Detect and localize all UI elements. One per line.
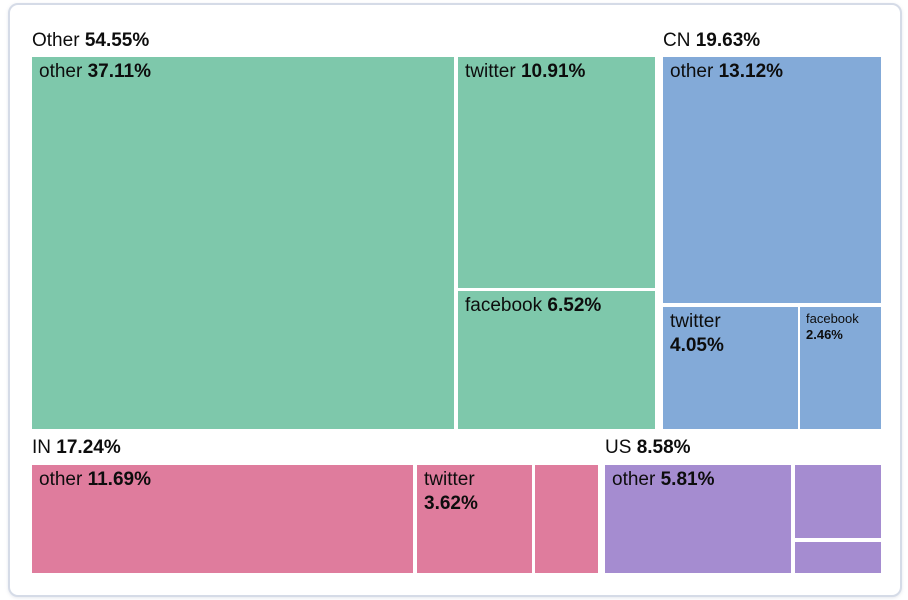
- cell-name: other: [612, 469, 656, 490]
- cell-percentage: 5.81%: [660, 469, 715, 490]
- cell-name: other: [670, 61, 714, 82]
- group-name: IN: [32, 437, 51, 458]
- treemap-cell-cn-facebook[interactable]: facebook 2.46%: [800, 307, 881, 429]
- treemap-cell-us-unlabeled-2[interactable]: [795, 542, 881, 573]
- group-percentage: 54.55%: [84, 30, 150, 51]
- group-percentage: 19.63%: [695, 30, 761, 51]
- group-name: US: [605, 437, 632, 458]
- cell-name: twitter: [465, 61, 516, 82]
- treemap-cell-cn-other[interactable]: other 13.12%: [663, 57, 881, 303]
- cell-percentage: 37.11%: [87, 61, 151, 82]
- cell-percentage: 13.12%: [718, 61, 784, 82]
- treemap-cell-in-twitter[interactable]: twitter 3.62%: [417, 465, 532, 573]
- cell-percentage: 2.46%: [806, 327, 843, 342]
- treemap-cell-in-unlabeled-2[interactable]: [535, 465, 598, 573]
- cell-name: twitter: [424, 469, 475, 490]
- group-label-us: US 8.58%: [605, 437, 691, 458]
- treemap-cell-cn-twitter[interactable]: twitter 4.05%: [663, 307, 798, 429]
- group-percentage: 8.58%: [636, 437, 691, 458]
- cell-name: facebook: [465, 295, 543, 316]
- cell-percentage: 3.62%: [424, 493, 478, 514]
- cell-percentage: 11.69%: [87, 469, 151, 490]
- group-label-cn: CN 19.63%: [663, 30, 760, 51]
- cell-name: other: [39, 469, 83, 490]
- cell-percentage: 4.05%: [670, 335, 724, 356]
- cell-percentage: 10.91%: [520, 61, 586, 82]
- treemap-cell-us-unlabeled-1[interactable]: [795, 465, 881, 538]
- treemap-cell-other-twitter[interactable]: twitter 10.91%: [458, 57, 655, 288]
- cell-name: twitter: [670, 311, 721, 332]
- treemap-cell-other-facebook[interactable]: facebook 6.52%: [458, 291, 655, 429]
- treemap-cell-other-other[interactable]: other 37.11%: [32, 57, 454, 429]
- treemap-cell-in-other[interactable]: other 11.69%: [32, 465, 413, 573]
- treemap-cell-us-other[interactable]: other 5.81%: [605, 465, 791, 573]
- group-percentage: 17.24%: [56, 437, 121, 458]
- treemap-chart: Other 54.55% other 37.11% twitter 10.91% fa…: [32, 30, 881, 573]
- group-label-in: IN 17.24%: [32, 437, 121, 458]
- group-name: CN: [663, 30, 691, 51]
- group-name: Other: [32, 30, 80, 51]
- cell-name: facebook: [806, 311, 859, 326]
- treemap-card: Other 54.55% other 37.11% twitter 10.91% fa…: [8, 3, 902, 597]
- cell-percentage: 6.52%: [547, 295, 602, 316]
- cell-name: other: [39, 61, 83, 82]
- group-label-other: Other 54.55%: [32, 30, 149, 51]
